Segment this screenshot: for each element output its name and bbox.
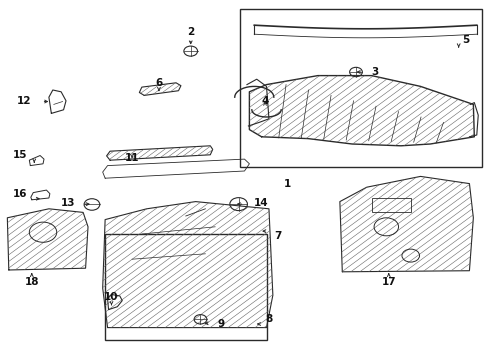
Text: 6: 6 bbox=[155, 78, 162, 88]
Bar bbox=[105, 234, 266, 340]
Text: 11: 11 bbox=[124, 153, 139, 163]
Text: 7: 7 bbox=[273, 231, 281, 241]
Text: 8: 8 bbox=[265, 314, 272, 324]
Text: 10: 10 bbox=[104, 292, 119, 302]
Text: 1: 1 bbox=[283, 179, 290, 189]
Text: 12: 12 bbox=[17, 96, 32, 106]
Text: 13: 13 bbox=[61, 198, 76, 208]
Text: 4: 4 bbox=[261, 96, 268, 106]
Text: 9: 9 bbox=[217, 319, 224, 329]
Text: 15: 15 bbox=[12, 150, 27, 160]
Text: 18: 18 bbox=[24, 276, 39, 287]
Text: 17: 17 bbox=[381, 276, 395, 287]
Bar bbox=[239, 9, 481, 167]
Text: 2: 2 bbox=[187, 27, 194, 37]
Bar bbox=[371, 198, 410, 212]
Text: 16: 16 bbox=[12, 189, 27, 199]
Text: 5: 5 bbox=[461, 35, 468, 45]
Text: 14: 14 bbox=[254, 198, 268, 208]
Text: 3: 3 bbox=[371, 67, 378, 77]
